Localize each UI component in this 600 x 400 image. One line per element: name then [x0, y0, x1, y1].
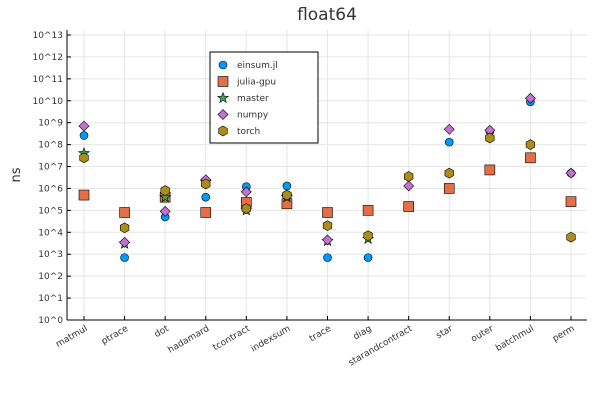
data-point	[403, 180, 415, 192]
y-tick-label: 10^9	[38, 119, 63, 129]
data-point	[403, 201, 414, 212]
legend-marker	[218, 60, 228, 70]
legend-label: master	[237, 94, 269, 104]
data-points	[77, 92, 577, 262]
data-point	[566, 231, 576, 243]
data-point	[119, 222, 130, 234]
data-point	[363, 253, 373, 262]
legend-box	[209, 51, 319, 144]
x-tick-label: trace	[308, 324, 334, 345]
x-tick-label: batchmul	[494, 324, 536, 354]
data-point	[444, 167, 454, 179]
data-point	[159, 190, 172, 203]
data-point	[322, 234, 333, 246]
legend-marker	[217, 76, 229, 87]
data-point	[201, 178, 211, 190]
data-point	[444, 137, 454, 147]
series-4	[79, 132, 576, 243]
y-tick-label: 10^2	[38, 272, 63, 282]
legend-label: julia-gpu	[236, 78, 276, 88]
data-point	[159, 205, 171, 217]
series-2	[77, 146, 375, 249]
data-point	[78, 120, 90, 132]
x-tick-label: perm	[551, 324, 576, 344]
data-point	[322, 220, 333, 232]
data-point	[200, 207, 212, 218]
x-tick-label: ptrace	[100, 324, 130, 347]
y-tick-label: 10^1	[38, 294, 63, 304]
data-point	[120, 253, 129, 262]
data-point	[485, 132, 495, 144]
legend-marker	[216, 91, 230, 104]
data-point	[322, 207, 333, 218]
data-point	[79, 131, 89, 140]
y-tick-label: 10^0	[38, 316, 63, 326]
data-point	[443, 123, 455, 135]
data-point	[241, 203, 251, 214]
data-point	[363, 230, 373, 242]
x-tick-label: indexsum	[249, 324, 292, 355]
x-tick-label: star	[435, 324, 455, 342]
y-tick-label: 10^8	[38, 141, 63, 151]
x-tick-label: dot	[153, 324, 171, 340]
y-axis-label: ns	[9, 167, 24, 182]
y-tick-label: 10^7	[38, 163, 63, 173]
y-tick-label: 10^5	[38, 206, 63, 216]
data-point	[443, 183, 455, 194]
data-point	[119, 236, 131, 248]
data-point	[525, 152, 536, 164]
data-point	[323, 253, 332, 262]
legend: einsum.jl julia-gpu master numpy torch	[209, 51, 319, 144]
data-point	[362, 205, 374, 216]
chart-title: float64	[297, 5, 357, 25]
data-point	[282, 181, 292, 191]
data-point	[79, 152, 89, 164]
x-tick-label: outer	[470, 324, 496, 345]
y-tick-label: 10^12	[33, 53, 63, 63]
x-tick-label: hadamard	[166, 324, 211, 356]
y-tick-label: 10^4	[38, 228, 63, 238]
data-point	[524, 92, 536, 104]
y-tick-label: 10^3	[38, 250, 63, 260]
data-point	[282, 189, 292, 201]
data-point	[484, 164, 496, 176]
legend-label: einsum.jl	[237, 61, 278, 71]
data-point	[404, 171, 414, 182]
data-point	[565, 167, 577, 179]
y-tick-label: 10^11	[33, 75, 63, 85]
x-tick-label: diag	[352, 324, 374, 342]
grid	[67, 30, 587, 321]
data-point	[565, 196, 577, 207]
data-point	[240, 186, 252, 198]
y-tick-label: 10^10	[33, 97, 64, 107]
data-point	[78, 189, 90, 201]
legend-marker	[218, 125, 228, 137]
legend-label: numpy	[237, 111, 269, 121]
axes	[66, 30, 587, 321]
legend-label: torch	[237, 127, 260, 137]
data-point	[160, 185, 170, 196]
data-point	[119, 207, 130, 218]
legend-marker	[217, 109, 229, 120]
x-tick-label: tcontract	[211, 324, 252, 353]
y-tick-labels: 10^0 10^1 10^2 10^3 10^4 10^5 10^6 10^7 10^8 10^9…	[33, 31, 64, 326]
data-point	[201, 192, 211, 202]
x-tick-label: matmul	[54, 324, 89, 350]
data-point	[525, 139, 536, 150]
y-tick-label: 10^6	[38, 184, 63, 194]
y-tick-label: 10^13	[33, 31, 63, 41]
